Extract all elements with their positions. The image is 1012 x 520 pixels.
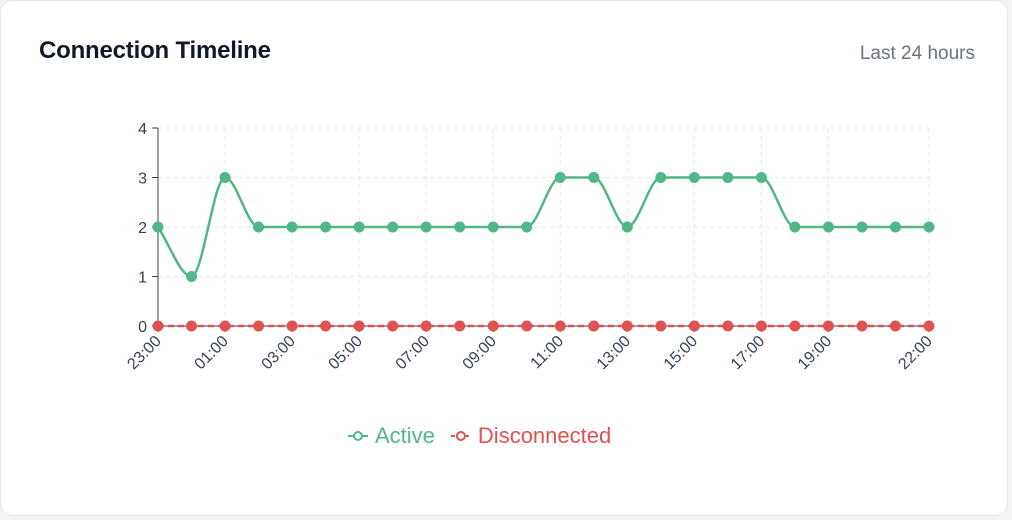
data-point-disconnected[interactable]: [253, 320, 265, 332]
x-tick-label: 22:00: [895, 333, 935, 373]
x-tick-label: 07:00: [393, 333, 433, 373]
data-point-active[interactable]: [152, 221, 164, 233]
data-point-active[interactable]: [219, 172, 231, 183]
data-point-disconnected[interactable]: [186, 320, 198, 332]
x-tick-label: 17:00: [728, 333, 768, 373]
data-point-disconnected[interactable]: [856, 320, 868, 332]
data-point-active[interactable]: [822, 221, 834, 233]
x-tick-label: 23:00: [124, 333, 164, 373]
data-point-disconnected[interactable]: [621, 320, 633, 332]
data-point-disconnected[interactable]: [521, 320, 533, 332]
data-point-active[interactable]: [621, 221, 633, 233]
x-tick-label: 05:00: [326, 333, 366, 373]
data-point-disconnected[interactable]: [554, 320, 566, 332]
data-point-active[interactable]: [320, 221, 332, 233]
data-point-active[interactable]: [722, 172, 734, 183]
data-point-disconnected[interactable]: [353, 320, 365, 332]
data-point-active[interactable]: [554, 172, 566, 183]
data-point-active[interactable]: [789, 221, 801, 233]
data-point-active[interactable]: [755, 172, 767, 183]
data-point-disconnected[interactable]: [387, 320, 399, 332]
legend-item-active[interactable]: Active: [348, 423, 435, 448]
data-point-disconnected[interactable]: [420, 320, 432, 332]
data-point-active[interactable]: [655, 172, 667, 183]
chart-legend[interactable]: Active Disconnected: [348, 423, 611, 448]
data-point-disconnected[interactable]: [755, 320, 767, 332]
data-point-active[interactable]: [521, 221, 533, 233]
data-point-disconnected[interactable]: [789, 320, 801, 332]
x-tick-label: 09:00: [460, 333, 500, 373]
data-point-disconnected[interactable]: [454, 320, 466, 332]
x-tick-label: 11:00: [528, 333, 568, 373]
data-point-disconnected[interactable]: [487, 320, 499, 332]
data-point-disconnected[interactable]: [588, 320, 600, 332]
data-point-active[interactable]: [454, 221, 466, 233]
legend-label-disconnected: Disconnected: [478, 423, 611, 448]
chart-axes: 0 1 2 3 4 23:00 01:00 03:00 05:00 07:00 09:00 11:00…: [124, 121, 935, 373]
x-tick-label: 01:00: [192, 333, 232, 373]
y-tick-label: 0: [138, 319, 147, 336]
data-point-active[interactable]: [688, 172, 700, 183]
legend-marker-active: [353, 431, 363, 441]
data-point-active[interactable]: [286, 221, 298, 233]
data-point-active[interactable]: [487, 221, 499, 233]
legend-item-disconnected[interactable]: Disconnected: [450, 423, 611, 448]
data-point-active[interactable]: [420, 221, 432, 233]
data-point-disconnected[interactable]: [822, 320, 834, 332]
x-tick-label: 19:00: [795, 333, 835, 373]
card-title: Connection Timeline: [39, 37, 271, 64]
data-point-active[interactable]: [889, 221, 901, 233]
data-point-active[interactable]: [588, 172, 600, 183]
x-tick-label: 15:00: [661, 333, 701, 373]
data-point-disconnected[interactable]: [320, 320, 332, 332]
data-point-disconnected[interactable]: [923, 320, 935, 332]
data-point-disconnected[interactable]: [688, 320, 700, 332]
legend-marker-disconnected: [455, 431, 466, 441]
y-tick-label: 2: [138, 220, 147, 237]
data-point-disconnected[interactable]: [655, 320, 667, 332]
x-tick-label: 03:00: [259, 333, 299, 373]
time-range-label: Last 24 hours: [859, 43, 975, 64]
y-tick-label: 3: [138, 171, 147, 188]
data-point-active[interactable]: [856, 221, 868, 233]
x-tick-label: 13:00: [594, 333, 634, 373]
y-tick-label: 1: [138, 270, 147, 287]
legend-label-active: Active: [375, 423, 435, 448]
data-point-active[interactable]: [253, 221, 265, 233]
data-point-disconnected[interactable]: [722, 320, 734, 332]
data-point-disconnected[interactable]: [889, 320, 901, 332]
data-point-active[interactable]: [387, 221, 399, 233]
data-point-disconnected[interactable]: [219, 320, 231, 332]
chart-series: [152, 172, 935, 332]
data-point-disconnected[interactable]: [286, 320, 298, 332]
data-point-active[interactable]: [353, 221, 365, 233]
y-tick-label: 4: [138, 121, 147, 138]
data-point-disconnected[interactable]: [152, 320, 164, 332]
data-point-active[interactable]: [923, 221, 935, 233]
data-point-active[interactable]: [186, 271, 198, 282]
